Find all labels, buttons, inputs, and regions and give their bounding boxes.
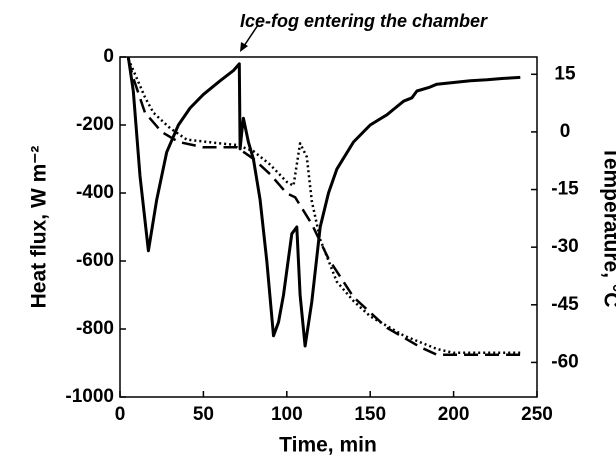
y-tick-label: -600 xyxy=(76,250,114,271)
y-tick-label: -800 xyxy=(76,318,114,339)
y2-tick-label: 0 xyxy=(560,121,571,142)
x-axis-label: Time, min xyxy=(279,434,377,457)
annotation: Ice-fog entering the chamber xyxy=(240,11,488,31)
y2-axis-label: Temperature, °C xyxy=(599,147,616,308)
annotation-arrow xyxy=(243,24,259,47)
x-tick-label: 200 xyxy=(438,404,470,425)
data-line xyxy=(127,58,521,356)
annotation-arrowhead xyxy=(240,42,248,52)
y2-tick-label: -15 xyxy=(551,179,579,200)
x-tick-label: 50 xyxy=(193,404,214,425)
y-tick-label: -400 xyxy=(76,182,114,203)
y2-tick-label: -60 xyxy=(551,351,578,372)
x-tick-label: 250 xyxy=(521,404,553,425)
x-tick-label: 150 xyxy=(354,404,386,425)
x-tick-label: 0 xyxy=(115,404,126,425)
y2-tick-label: -30 xyxy=(551,236,578,257)
y-tick-label: 0 xyxy=(103,46,114,67)
y-axis-label: Heat flux, W m⁻² xyxy=(28,146,51,309)
data-line xyxy=(126,56,521,348)
y-tick-label: -200 xyxy=(76,114,114,135)
y2-tick-label: 15 xyxy=(554,63,576,84)
x-tick-label: 100 xyxy=(271,404,303,425)
y2-tick-label: -45 xyxy=(551,294,579,315)
y-tick-label: -1000 xyxy=(65,386,114,407)
plot-frame xyxy=(119,56,538,398)
